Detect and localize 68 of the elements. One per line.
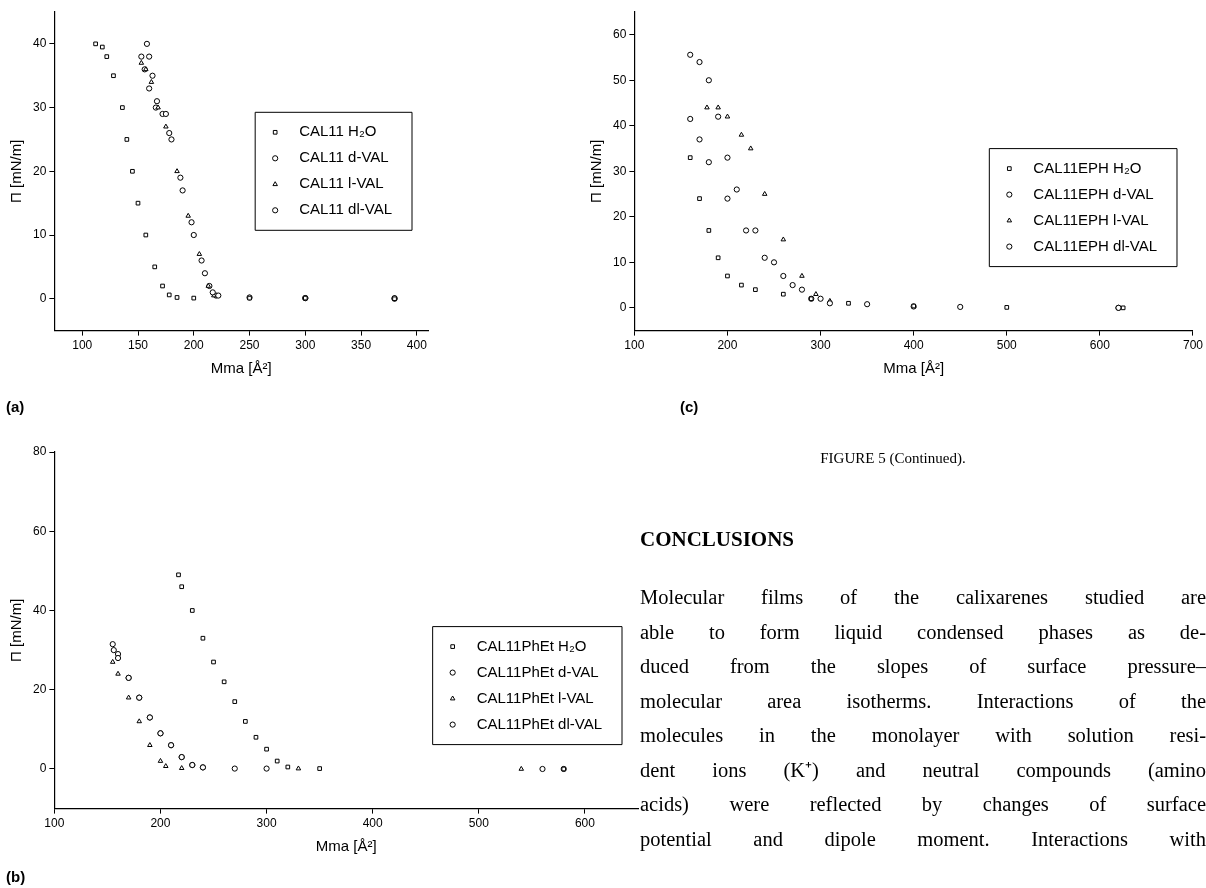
legend-label: CAL11PhEt dl-VAL: [476, 714, 603, 732]
legend-label: CAL11 H₂O: [299, 122, 377, 140]
y-tick-label: 30: [32, 99, 47, 114]
y-tick-label: 60: [612, 27, 627, 42]
y-tick-label: 0: [39, 291, 47, 306]
y-tick-label: 10: [612, 254, 627, 269]
x-tick-label: 400: [362, 816, 384, 831]
y-axis-title: Π [mN/m]: [7, 139, 25, 203]
x-tick-label: 500: [996, 338, 1018, 353]
text: duced from the slopes of surface pressure–: [640, 654, 1206, 680]
y-tick-label: 0: [39, 761, 47, 776]
legend-label: CAL11EPH d-VAL: [1033, 184, 1154, 202]
x-tick-label: 100: [44, 816, 65, 831]
x-tick-label: 300: [295, 338, 316, 353]
y-axis-title: Π [mN/m]: [7, 598, 25, 662]
x-axis-title: Mma [Å²]: [315, 837, 377, 855]
x-axis-title: Mma [Å²]: [210, 359, 272, 377]
text: CONCLUSIONS: [640, 527, 796, 552]
text: molecules in the monolayer with solution resi-: [640, 723, 1206, 749]
y-tick-label: 0: [619, 300, 627, 315]
y-tick-label: 60: [32, 523, 47, 538]
x-tick-label: 200: [150, 816, 171, 831]
x-tick-label: 600: [1089, 338, 1111, 353]
x-tick-label: 300: [256, 816, 277, 831]
x-tick-label: 250: [239, 338, 260, 353]
text: acids) were reflected by changes of surface: [640, 792, 1206, 818]
x-tick-label: 400: [903, 338, 924, 353]
y-tick-label: 30: [612, 163, 627, 178]
text: (c): [680, 398, 699, 415]
x-tick-label: 300: [810, 338, 831, 353]
legend-label: CAL11EPH H₂O: [1033, 158, 1142, 176]
text: dent ions (K⁺) and neutral compounds (amino: [640, 757, 1206, 784]
x-tick-label: 100: [72, 338, 93, 353]
x-axis-title: Mma [Å²]: [883, 359, 945, 377]
text: able to form liquid condensed phases as de-: [640, 619, 1206, 646]
legend-label: CAL11 d-VAL: [299, 148, 389, 166]
legend-label: CAL11PhEt d-VAL: [476, 662, 599, 680]
legend-label: CAL11PhEt H₂O: [476, 636, 587, 654]
legend-label: CAL11EPH dl-VAL: [1033, 236, 1157, 254]
legend-label: CAL11PhEt l-VAL: [476, 688, 594, 706]
y-tick-label: 40: [32, 602, 47, 617]
caption: FIGURE 5 (Continued).: [819, 450, 967, 467]
y-tick-label: 40: [32, 36, 47, 51]
text: (b): [6, 868, 26, 885]
text: potential and dipole moment. Interactions with: [640, 826, 1206, 853]
legend-label: CAL11EPH l-VAL: [1033, 210, 1149, 228]
x-tick-label: 600: [574, 816, 596, 831]
x-tick-label: 200: [717, 338, 738, 353]
y-tick-label: 50: [612, 72, 627, 87]
x-tick-label: 100: [624, 338, 645, 353]
text: Molecular films of the calixarenes studied are: [640, 585, 1206, 610]
x-tick-label: 500: [468, 816, 490, 831]
y-tick-label: 20: [32, 682, 47, 697]
legend-label: CAL11 dl-VAL: [299, 200, 392, 218]
x-tick-label: 150: [127, 338, 149, 353]
y-tick-label: 20: [32, 163, 47, 178]
x-tick-label: 200: [183, 338, 205, 353]
x-tick-label: 400: [406, 338, 428, 353]
text: (a): [6, 398, 25, 415]
y-tick-label: 80: [32, 444, 47, 459]
y-tick-label: 40: [612, 118, 627, 133]
x-tick-label: 350: [351, 338, 372, 353]
y-tick-label: 10: [32, 227, 47, 242]
y-tick-label: 20: [612, 209, 627, 224]
text: molecular area isotherms. Interactions of the: [640, 688, 1206, 714]
y-axis-title: Π [mN/m]: [587, 139, 605, 203]
x-tick-label: 700: [1182, 338, 1204, 353]
legend-label: CAL11 l-VAL: [299, 174, 384, 192]
